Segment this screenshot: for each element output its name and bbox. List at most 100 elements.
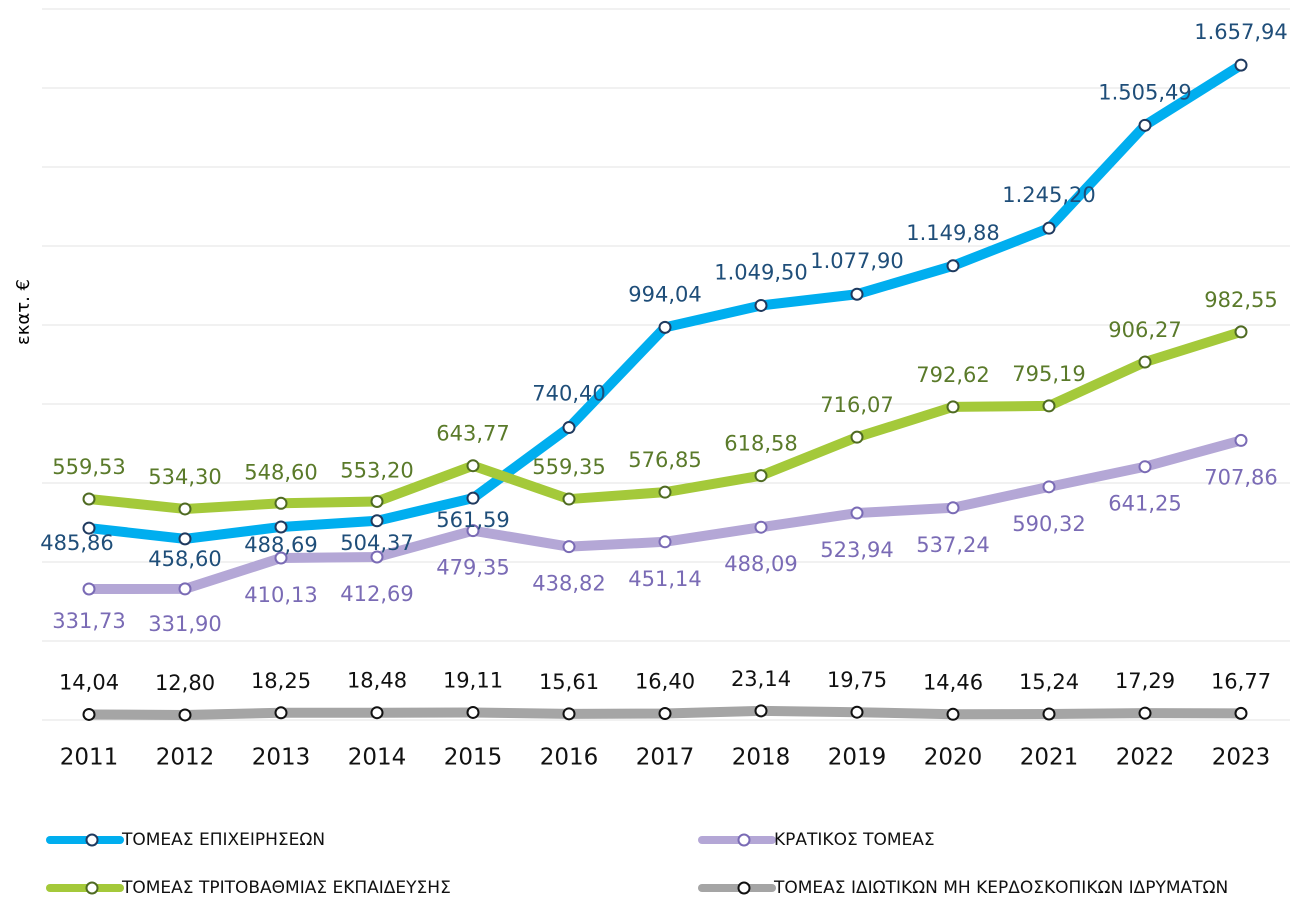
data-label: 15,61 <box>539 670 599 694</box>
data-point <box>82 707 96 721</box>
data-label: 553,20 <box>340 458 413 482</box>
legend-marker <box>737 881 751 895</box>
x-tick-label: 2014 <box>348 745 407 771</box>
data-label: 19,75 <box>827 668 887 692</box>
data-point <box>754 704 768 718</box>
data-label: 576,85 <box>628 448 701 472</box>
data-point <box>178 502 192 516</box>
data-label: 458,60 <box>148 547 221 571</box>
data-label: 504,37 <box>340 531 413 555</box>
data-label: 479,35 <box>436 556 509 580</box>
data-label: 1.245,20 <box>1002 183 1096 207</box>
data-point <box>1042 221 1056 235</box>
data-label: 1.505,49 <box>1098 80 1192 104</box>
data-point <box>1234 325 1248 339</box>
data-point <box>274 551 288 565</box>
data-point <box>274 706 288 720</box>
data-point <box>1138 118 1152 132</box>
data-label: 641,25 <box>1108 492 1181 516</box>
legend-item: ΤΟΜΕΑΣ ΤΡΙΤΟΒΑΘΜΙΑΣ ΕΚΠΑΙΔΕΥΣΗΣ <box>46 878 451 898</box>
data-point <box>370 706 384 720</box>
x-tick-label: 2021 <box>1020 745 1079 771</box>
data-label: 590,32 <box>1012 512 1085 536</box>
legend-marker <box>85 881 99 895</box>
data-point <box>1234 433 1248 447</box>
data-point <box>1138 355 1152 369</box>
data-label: 707,86 <box>1204 465 1277 489</box>
data-label: 331,73 <box>52 609 125 633</box>
data-point <box>1138 706 1152 720</box>
data-label: 18,48 <box>347 669 407 693</box>
data-point <box>1042 480 1056 494</box>
x-tick-label: 2023 <box>1212 745 1271 771</box>
data-point <box>1234 58 1248 72</box>
x-tick-label: 2022 <box>1116 745 1175 771</box>
data-point <box>658 707 672 721</box>
data-label: 559,35 <box>532 455 605 479</box>
data-label: 1.149,88 <box>906 221 1000 245</box>
data-point <box>178 582 192 596</box>
data-label: 618,58 <box>724 432 797 456</box>
data-label: 438,82 <box>532 572 605 596</box>
data-point <box>562 707 576 721</box>
data-label: 740,40 <box>532 382 605 406</box>
legend-label: ΚΡΑΤΙΚΟΣ ΤΟΜΕΑΣ <box>774 830 935 850</box>
data-point <box>562 492 576 506</box>
data-label: 485,86 <box>40 531 113 555</box>
legend-label: ΤΟΜΕΑΣ ΕΠΙΧΕΙΡΗΣΕΩΝ <box>121 830 325 850</box>
legend-marker <box>737 833 751 847</box>
legend-label: ΤΟΜΕΑΣ ΙΔΙΩΤΙΚΩΝ ΜΗ ΚΕΡΔΟΣΚΟΠΙΚΩΝ ΙΔΡΥΜΑ… <box>773 878 1228 898</box>
data-point <box>754 298 768 312</box>
data-point <box>370 514 384 528</box>
data-label: 1.657,94 <box>1194 20 1288 44</box>
data-label: 12,80 <box>155 671 215 695</box>
data-point <box>466 459 480 473</box>
data-label: 451,14 <box>628 567 701 591</box>
data-point <box>82 521 96 535</box>
data-label: 410,13 <box>244 583 317 607</box>
x-tick-label: 2019 <box>828 745 887 771</box>
data-point <box>466 491 480 505</box>
data-point <box>850 430 864 444</box>
data-point <box>1138 460 1152 474</box>
data-label: 643,77 <box>436 422 509 446</box>
data-label: 561,59 <box>436 508 509 532</box>
data-label: 18,25 <box>251 669 311 693</box>
data-point <box>370 494 384 508</box>
data-label: 1.049,50 <box>714 260 808 284</box>
data-label: 559,53 <box>52 455 125 479</box>
data-label: 488,09 <box>724 552 797 576</box>
data-point <box>658 535 672 549</box>
data-label: 982,55 <box>1204 288 1277 312</box>
x-tick-label: 2012 <box>156 745 215 771</box>
data-point <box>274 520 288 534</box>
data-point <box>1234 706 1248 720</box>
data-point <box>1042 399 1056 413</box>
data-point <box>754 520 768 534</box>
data-label: 795,19 <box>1012 362 1085 386</box>
y-axis-label: εκατ. € <box>13 279 34 345</box>
data-point <box>82 492 96 506</box>
x-tick-label: 2013 <box>252 745 311 771</box>
data-point <box>946 259 960 273</box>
legend-marker <box>85 833 99 847</box>
data-point <box>82 582 96 596</box>
x-tick-label: 2018 <box>732 745 791 771</box>
data-point <box>466 524 480 538</box>
data-label: 14,46 <box>923 670 983 694</box>
data-point <box>946 707 960 721</box>
data-point <box>370 550 384 564</box>
data-point <box>562 421 576 435</box>
x-tick-label: 2017 <box>636 745 695 771</box>
x-tick-label: 2015 <box>444 745 503 771</box>
data-label: 17,29 <box>1115 669 1175 693</box>
data-label: 534,30 <box>148 465 221 489</box>
data-point <box>178 532 192 546</box>
data-label: 488,69 <box>244 533 317 557</box>
data-label: 23,14 <box>731 667 791 691</box>
data-label: 537,24 <box>916 533 989 557</box>
x-tick-label: 2016 <box>540 745 599 771</box>
data-point <box>850 705 864 719</box>
data-point <box>850 287 864 301</box>
